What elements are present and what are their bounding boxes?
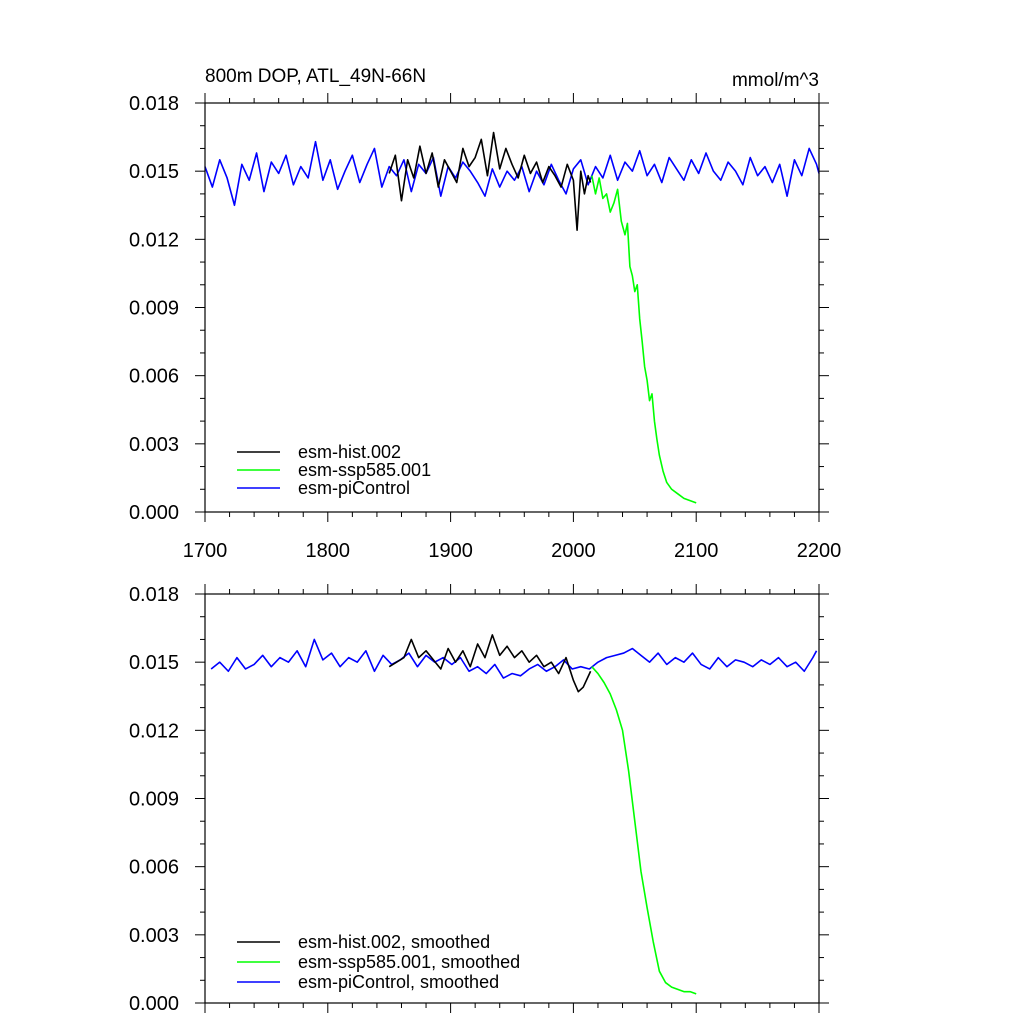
legend-label: esm-hist.002, smoothed [298,932,490,952]
legend-label: esm-ssp585.001, smoothed [298,952,520,972]
legend-label: esm-ssp585.001 [298,460,431,480]
x-tick-label: 2100 [674,540,719,562]
plot-frame [204,593,820,1004]
series-line-esm-picontrol [210,638,818,679]
plot-frame [204,102,820,513]
y-tick-label: 0.000 [129,993,179,1015]
ticks-group: 0.000 0.003 0.006 0.009 0.012 0.015 0.018 [129,584,829,1015]
y-tick-label: 0.015 [129,652,179,674]
series-line-esm-ssp585-001 [591,666,697,995]
legend-label: esm-piControl [298,478,410,498]
x-tick-label: 1800 [306,540,351,562]
units-label: mmol/m^3 [732,70,819,91]
y-tick-label: 0.018 [129,584,179,606]
series-group [210,634,818,995]
y-tick-label: 0.006 [129,857,179,879]
y-tick-label: 0.012 [129,229,179,251]
legend-label: esm-piControl, smoothed [298,972,499,992]
series-line-esm-hist-002 [388,634,592,693]
y-tick-label: 0.006 [129,366,179,388]
x-tick-label: 1900 [428,540,473,562]
y-tick-label: 0.003 [129,434,179,456]
legend-label: esm-hist.002 [298,442,401,462]
y-tick-label: 0.009 [129,789,179,811]
y-tick-label: 0.015 [129,161,179,183]
x-tick-label: 2200 [797,540,842,562]
y-tick-label: 0.018 [129,93,179,115]
series-group [204,131,820,504]
top-panel: 800m DOP, ATL_49N-66N mmol/m^3 0.0000.00… [129,66,841,562]
x-tick-label: 1700 [183,540,228,562]
bottom-panel: 0.000 0.003 0.006 0.009 0.012 0.015 0.018 esm-… [129,584,829,1015]
chart-title: 800m DOP, ATL_49N-66N [205,66,426,87]
series-line-esm-ssp585-001 [591,175,697,504]
series-line-esm-hist-002 [388,131,592,232]
y-tick-label: 0.009 [129,298,179,320]
y-tick-label: 0.000 [129,502,179,524]
y-tick-label: 0.003 [129,925,179,947]
x-tick-label: 2000 [551,540,596,562]
ticks-group: 0.000 0.003 0.006 0.009 0.012 0.015 0.018 1700 1… [129,93,841,562]
y-tick-label: 0.012 [129,720,179,742]
series-line-esm-picontrol [204,140,820,207]
